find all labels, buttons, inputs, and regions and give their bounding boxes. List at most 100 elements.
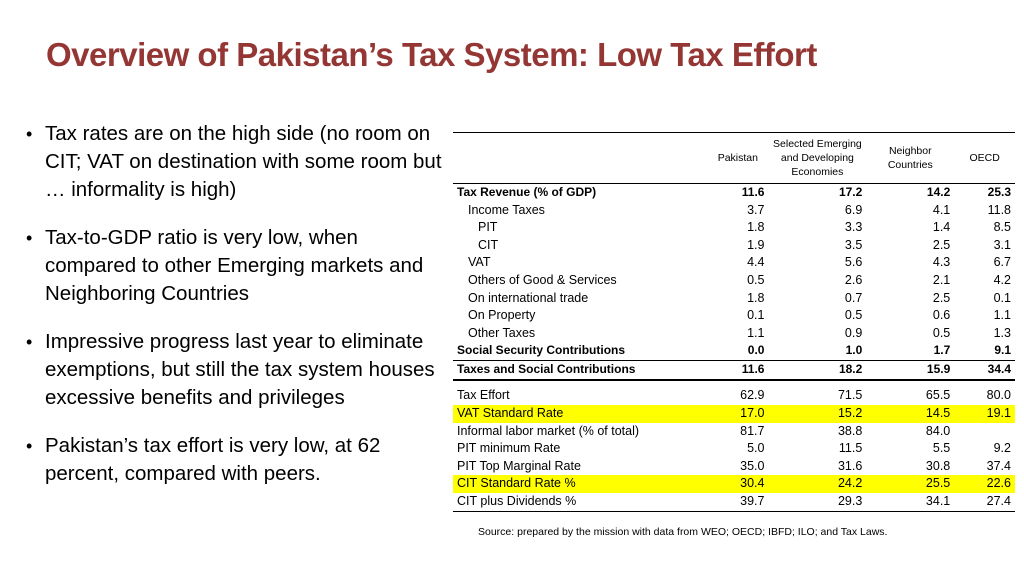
table-row: Social Security Contributions 0.0 1.0 1.…	[453, 342, 1015, 360]
cell-emerging: 31.6	[837, 458, 863, 473]
cell-neighbor: 0.6	[932, 308, 951, 323]
cell-oecd: 4.2	[993, 272, 1011, 287]
row-label: Social Security Contributions	[457, 343, 626, 358]
cell-pakistan: 17.0	[707, 405, 769, 423]
row-label: Tax Effort	[457, 388, 510, 403]
row-label: On Property	[468, 308, 536, 323]
cell-oecd: 9.1	[994, 343, 1011, 358]
table-header-neighbor: Neighbor Countries	[887, 145, 933, 171]
tax-comparison-table: Pakistan Selected Emerging and Developin…	[453, 132, 1015, 512]
cell-pakistan: 11.6	[741, 185, 765, 199]
cell-pakistan: 1.9	[747, 237, 765, 252]
cell-oecd: 22.6	[954, 475, 1015, 493]
table-row-highlighted: VAT Standard Rate 17.0 15.2 14.5 19.1	[453, 405, 1015, 423]
bullet-icon: •	[26, 124, 33, 144]
cell-neighbor: 4.1	[932, 202, 951, 217]
cell-oecd: 1.3	[993, 325, 1011, 340]
bullet-item: • Tax-to-GDP ratio is very low, when comp…	[26, 224, 446, 308]
cell-oecd: 3.1	[993, 237, 1011, 252]
source-note: Source: prepared by the mission with dat…	[478, 526, 888, 538]
table-header-oecd: OECD	[969, 152, 1000, 164]
cell-neighbor: 2.1	[932, 272, 951, 287]
table-row: PIT 1.8 3.3 1.4 8.5	[453, 219, 1015, 237]
cell-pakistan: 35.0	[740, 458, 765, 473]
row-label: PIT minimum Rate	[457, 441, 561, 456]
row-label: CIT	[478, 237, 499, 252]
row-label: VAT Standard Rate	[453, 405, 708, 423]
cell-pakistan: 0.0	[747, 343, 765, 358]
row-label: PIT	[478, 220, 498, 235]
cell-emerging: 1.0	[845, 343, 863, 358]
cell-neighbor: 84.0	[925, 423, 951, 438]
cell-pakistan: 0.1	[747, 308, 765, 323]
cell-neighbor: 5.5	[932, 441, 951, 456]
cell-neighbor: 4.3	[932, 255, 951, 270]
table-row: CIT plus Dividends % 39.7 29.3 34.1 27.4	[453, 493, 1015, 512]
bullet-list: • Tax rates are on the high side (no room…	[26, 120, 446, 508]
table-row: VAT 4.4 5.6 4.3 6.7	[453, 254, 1015, 272]
cell-emerging: 3.5	[844, 237, 863, 252]
cell-emerging: 6.9	[844, 202, 863, 217]
row-label: Informal labor market (% of total)	[457, 423, 640, 438]
cell-emerging: 11.5	[838, 441, 863, 456]
bullet-icon: •	[26, 332, 33, 352]
cell-oecd: 25.3	[987, 185, 1011, 199]
cell-oecd: 0.1	[993, 290, 1011, 305]
cell-emerging: 24.2	[768, 475, 867, 493]
row-label: CIT Standard Rate %	[453, 475, 708, 493]
table-row: On Property 0.1 0.5 0.6 1.1	[453, 307, 1015, 325]
bullet-item: • Pakistan’s tax effort is very low, at 6…	[26, 432, 446, 488]
cell-emerging: 29.3	[837, 494, 863, 508]
bullet-text: Pakistan’s tax effort is very low, at 62…	[45, 434, 381, 485]
table-row: Other Taxes 1.1 0.9 0.5 1.3	[453, 325, 1015, 343]
bullet-text: Tax rates are on the high side (no room …	[45, 122, 442, 201]
cell-pakistan: 81.7	[740, 423, 765, 438]
bullet-item: • Tax rates are on the high side (no room…	[26, 120, 446, 204]
cell-pakistan: 5.0	[747, 441, 765, 456]
bullet-text: Tax-to-GDP ratio is very low, when compa…	[45, 226, 424, 305]
cell-oecd: 27.4	[986, 494, 1011, 508]
table-header-pakistan: Pakistan	[717, 152, 758, 164]
cell-pakistan: 62.9	[740, 388, 765, 403]
cell-oecd: 9.2	[993, 441, 1011, 456]
table-header-emerging: Selected Emerging and Developing Economi…	[773, 138, 862, 178]
row-label: Others of Good & Services	[468, 272, 617, 287]
slide-title: Overview of Pakistan’s Tax System: Low T…	[46, 36, 817, 73]
bullet-icon: •	[26, 436, 33, 456]
table-row: Tax Revenue (% of GDP) 11.6 17.2 14.2 25…	[453, 183, 1015, 202]
row-label: Tax Revenue (% of GDP)	[457, 185, 597, 199]
cell-neighbor: 0.5	[932, 325, 951, 340]
cell-emerging: 2.6	[844, 272, 863, 287]
cell-emerging: 18.2	[838, 362, 863, 377]
table-row: Income Taxes 3.7 6.9 4.1 11.8	[453, 202, 1015, 220]
table-header-blank	[453, 133, 707, 184]
row-label: On international trade	[468, 290, 589, 305]
table-row: PIT Top Marginal Rate 35.0 31.6 30.8 37.…	[453, 458, 1015, 476]
cell-oecd: 80.0	[986, 388, 1011, 403]
cell-pakistan: 39.7	[740, 494, 765, 508]
cell-oecd: 34.4	[987, 362, 1011, 377]
cell-emerging: 15.2	[768, 405, 867, 423]
cell-pakistan: 1.1	[747, 325, 765, 340]
cell-oecd: 37.4	[986, 458, 1011, 473]
bullet-text: Impressive progress last year to elimina…	[45, 330, 435, 409]
bullet-icon: •	[26, 228, 33, 248]
cell-oecd: 8.5	[993, 220, 1011, 235]
row-label: Other Taxes	[468, 325, 536, 340]
row-label: Taxes and Social Contributions	[457, 362, 636, 377]
cell-neighbor: 34.1	[925, 494, 951, 508]
cell-emerging: 5.6	[844, 255, 863, 270]
cell-oecd	[954, 423, 1015, 441]
cell-oecd: 19.1	[954, 405, 1015, 423]
cell-neighbor: 2.5	[932, 290, 951, 305]
cell-emerging: 3.3	[844, 220, 863, 235]
cell-pakistan: 30.4	[707, 475, 769, 493]
cell-emerging: 0.9	[844, 325, 863, 340]
cell-neighbor: 15.9	[926, 362, 951, 377]
cell-emerging: 0.5	[844, 308, 863, 323]
cell-emerging: 38.8	[837, 423, 863, 438]
cell-emerging: 0.7	[844, 290, 863, 305]
table-row: Informal labor market (% of total) 81.7 …	[453, 423, 1015, 441]
cell-emerging: 71.5	[837, 388, 863, 403]
cell-oecd: 11.8	[987, 202, 1011, 217]
